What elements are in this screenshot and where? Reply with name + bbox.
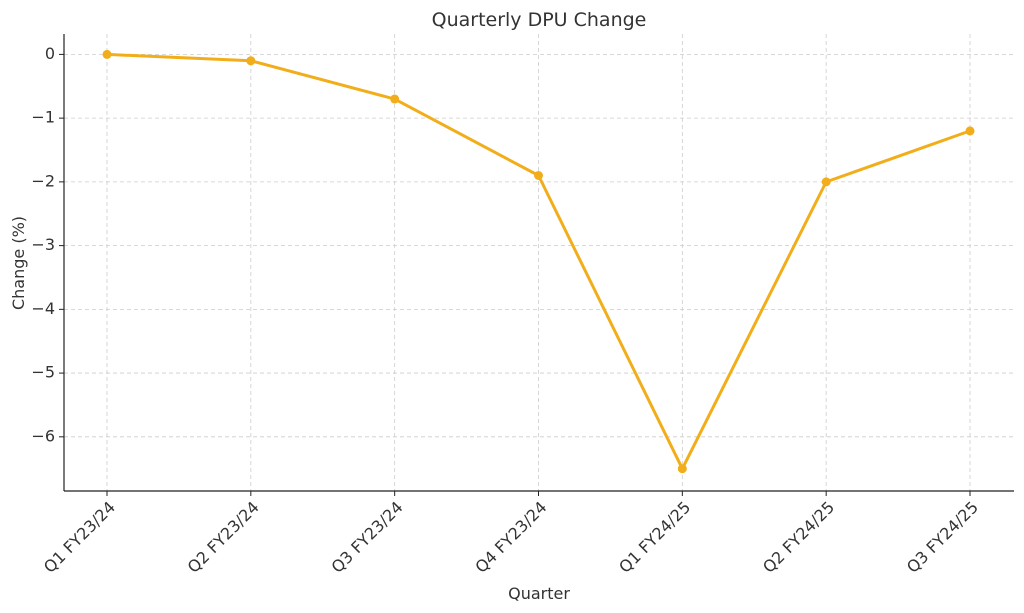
y-tick-label: −5 bbox=[31, 363, 55, 382]
axes bbox=[63, 34, 1014, 492]
y-tick-label: −3 bbox=[31, 235, 55, 254]
y-tick-label: −6 bbox=[31, 426, 55, 445]
x-tick-label: Q1 FY24/25 bbox=[615, 498, 694, 577]
x-tick-label: Q3 FY24/25 bbox=[903, 498, 982, 577]
x-tick-label: Q3 FY23/24 bbox=[328, 498, 407, 577]
chart-title: Quarterly DPU Change bbox=[432, 9, 647, 31]
y-tick-label: 0 bbox=[45, 44, 55, 63]
ticks: Q1 FY23/24 Q2 FY23/24 Q3 FY23/24 Q4 FY23/24… bbox=[31, 44, 982, 577]
y-tick-label: −4 bbox=[31, 299, 55, 318]
data-point bbox=[965, 126, 975, 136]
data-point bbox=[821, 177, 831, 187]
x-tick-label: Q1 FY23/24 bbox=[40, 498, 119, 577]
y-axis-label: Change (%) bbox=[9, 216, 28, 310]
x-tick-label: Q2 FY24/25 bbox=[759, 498, 838, 577]
grid bbox=[64, 34, 1014, 491]
data-point bbox=[534, 170, 543, 180]
x-tick-label: Q4 FY23/24 bbox=[471, 498, 550, 577]
x-axis-label: Quarter bbox=[508, 584, 570, 603]
data-point bbox=[246, 56, 256, 66]
data-point bbox=[102, 49, 112, 59]
y-tick-label: −1 bbox=[31, 108, 55, 127]
x-tick-label: Q2 FY23/24 bbox=[184, 498, 263, 577]
y-tick-label: −2 bbox=[31, 171, 55, 190]
data-point bbox=[390, 94, 400, 104]
data-point bbox=[677, 464, 687, 474]
series bbox=[102, 49, 975, 474]
